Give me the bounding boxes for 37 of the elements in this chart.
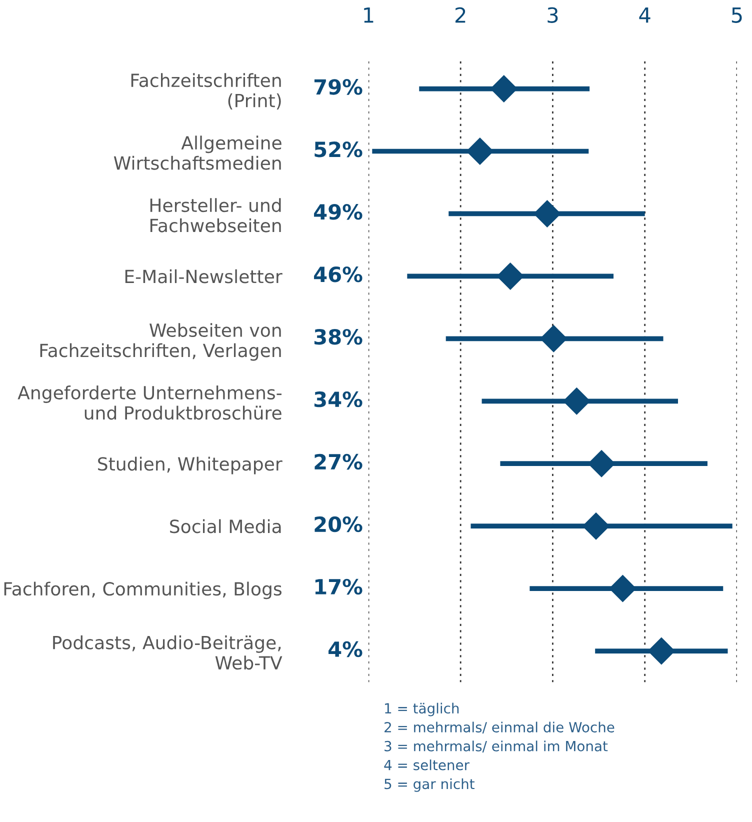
point [496, 262, 524, 290]
point [609, 575, 636, 602]
x-tick-label: 4 [639, 7, 650, 23]
y-tick-label: Fachzeitschriften (Print) [131, 73, 281, 110]
y2-tick-label: 52% [314, 142, 362, 158]
y2-tick-label: 4% [328, 641, 362, 658]
point [540, 325, 568, 352]
x-tick-label: 3 [548, 7, 558, 23]
y2-tick-label: 27% [314, 454, 362, 470]
y-tick-label: Studien, Whitepaper [98, 456, 282, 474]
text: 2 = mehrmals/ einmal die Woche [384, 722, 614, 734]
x-tick-label: 2 [456, 7, 466, 23]
y-tick-label: Allgemeine Wirtschaftsmedien [114, 136, 282, 170]
y2-tick-label: 38% [314, 328, 362, 345]
point [534, 200, 561, 228]
y-tick-label: Fachforen, Communities, Blogs [4, 582, 282, 600]
point [563, 388, 590, 415]
y-tick-label: Angeforderte Unternehmens- und Produktbroschüre [18, 386, 282, 420]
y2-tick-label: 34% [314, 391, 362, 408]
text: 5 = gar nicht [384, 778, 474, 792]
y-tick-label: Social Media [170, 519, 281, 534]
text: 1 = täglich [385, 702, 459, 716]
x-tick-label: 1 [364, 7, 374, 23]
y-tick-label: E-Mail-Newsletter [125, 269, 282, 284]
x-tick-label: 5 [732, 7, 742, 23]
y2-tick-label: 20% [314, 516, 362, 532]
y2-tick-label: 79% [314, 79, 362, 95]
y-tick-label: Podcasts, Audio-Beiträge, Web-TV [53, 635, 282, 670]
y-tick-label: Hersteller- und Fachwebseiten [150, 198, 281, 232]
y2-tick-label: 49% [314, 204, 362, 220]
text: 4 = seltener [384, 760, 470, 770]
point [648, 638, 675, 664]
y-tick-label: Webseiten von Fachzeitschriften, Verlagen [40, 323, 281, 361]
point [582, 512, 610, 540]
y2-tick-label: 17% [315, 578, 362, 595]
text: 3 = mehrmals/ einmal im Monat [384, 740, 608, 752]
y2-tick-label: 46% [314, 266, 362, 282]
